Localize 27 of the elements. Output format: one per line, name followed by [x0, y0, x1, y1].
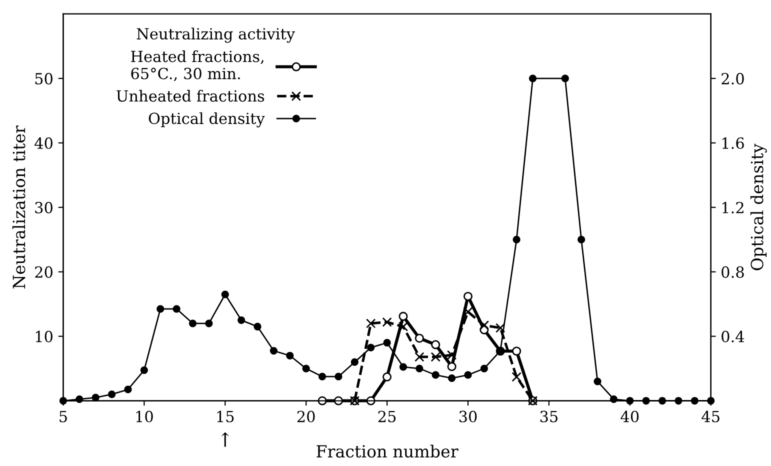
legend-label: Optical density	[148, 112, 265, 128]
y2-tick-label: 2.0	[722, 72, 744, 84]
y-axis-title: Neutralization titer	[12, 125, 26, 288]
y-tick-label: 40	[34, 137, 52, 149]
y2-tick-label: 0.8	[722, 266, 744, 278]
legend-label: Unheated fractions	[116, 90, 264, 102]
y2-tick-label: 1.2	[722, 202, 744, 214]
y2-tick-label: 0.4	[722, 330, 744, 342]
x-tick-label: 20	[297, 410, 315, 422]
y-tick-label: 10	[36, 330, 52, 342]
x-axis-title: Fraction number	[316, 444, 458, 458]
x-tick-label: 35	[540, 410, 558, 422]
y-tick-label: 20	[35, 266, 52, 278]
x-tick-label: 15	[217, 410, 234, 422]
x-tick-label: 5	[60, 410, 67, 422]
y2-tick-label: 1.6	[722, 137, 744, 149]
y2-axis-title: Optical density	[750, 144, 767, 270]
y-tick-label: 30	[35, 202, 52, 214]
legend-title: Neutralizing activity	[136, 28, 295, 43]
y-tick-label: 50	[35, 72, 52, 84]
x-tick-label: 40	[620, 410, 639, 422]
x-tick-label: 10	[136, 410, 153, 422]
x-tick-label: 25	[378, 410, 396, 422]
x-tick-label: 45	[702, 410, 720, 422]
legend-label: Heated fractions, 65°C., 30 min.	[131, 50, 264, 82]
text: ↑	[221, 432, 230, 447]
x-tick-label: 30	[459, 410, 477, 422]
